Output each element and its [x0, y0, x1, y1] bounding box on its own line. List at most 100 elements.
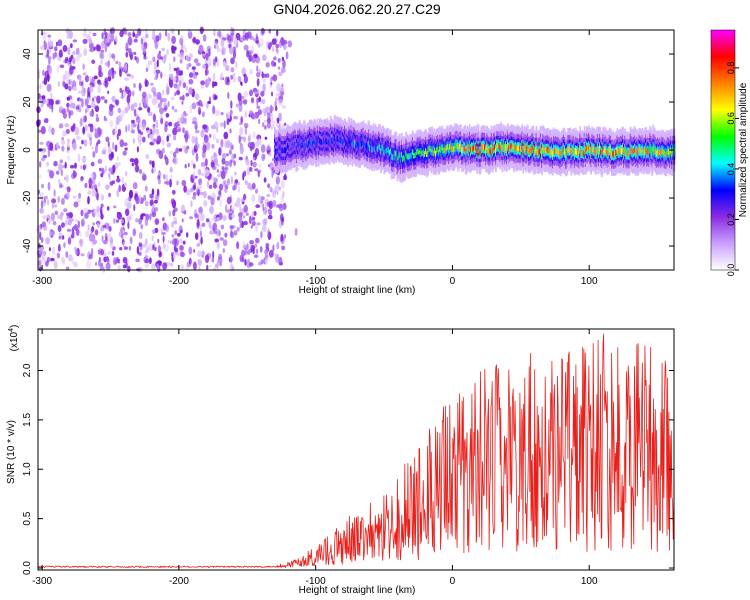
noise-speckle [80, 165, 83, 170]
noise-speckle [249, 240, 255, 245]
track-cell [450, 143, 452, 149]
noise-speckle [253, 38, 256, 42]
noise-speckle [83, 48, 88, 57]
track-cell [523, 144, 526, 151]
noise-speckle [181, 100, 184, 105]
noise-speckle [262, 73, 267, 78]
noise-speckle [216, 59, 220, 68]
noise-speckle [153, 138, 157, 142]
noise-speckle [198, 212, 202, 221]
noise-speckle [124, 198, 128, 207]
noise-speckle [224, 232, 228, 238]
noise-speckle [105, 262, 111, 271]
track-cell [396, 156, 399, 163]
noise-speckle [124, 147, 128, 151]
track-cell [303, 140, 306, 146]
noise-speckle [155, 128, 160, 136]
noise-speckle [269, 106, 274, 112]
noise-speckle [152, 126, 156, 135]
noise-speckle [64, 70, 68, 80]
noise-speckle [81, 87, 86, 97]
noise-speckle [271, 38, 277, 45]
spectrogram-y-tick-label: 40 [22, 48, 33, 60]
track-cell [569, 146, 572, 153]
noise-speckle [203, 200, 208, 207]
track-cell [413, 152, 415, 159]
track-cell [288, 144, 290, 151]
noise-speckle [177, 232, 181, 237]
track-cell [617, 148, 620, 155]
noise-speckle [142, 56, 148, 60]
noise-speckle [256, 105, 261, 110]
noise-speckle [253, 91, 257, 95]
noise-speckle [80, 100, 84, 108]
track-cell [368, 140, 370, 147]
noise-speckle [68, 212, 74, 219]
track-cell [325, 138, 328, 144]
noise-speckle [71, 66, 76, 70]
track-cell [596, 145, 599, 152]
noise-speckle [129, 74, 135, 79]
noise-speckle [48, 170, 54, 179]
noise-speckle [220, 224, 225, 230]
track-cell [315, 142, 318, 149]
noise-speckle [47, 219, 52, 223]
noise-speckle [266, 121, 271, 129]
noise-speckle [200, 181, 203, 189]
noise-speckle [106, 206, 110, 211]
noise-speckle [82, 126, 86, 135]
noise-speckle [212, 231, 218, 234]
noise-speckle [142, 172, 145, 176]
noise-speckle [60, 169, 64, 177]
noise-speckle [275, 176, 280, 185]
noise-speckle [242, 29, 246, 36]
noise-speckle [273, 56, 277, 61]
noise-speckle [138, 169, 143, 174]
noise-speckle [204, 254, 210, 263]
noise-speckle [84, 124, 88, 132]
track-cell [293, 141, 296, 147]
track-cell [421, 150, 424, 157]
noise-speckle [154, 76, 158, 81]
noise-speckle [260, 144, 266, 153]
noise-speckle [241, 67, 247, 76]
noise-speckle [96, 223, 100, 228]
noise-speckle [282, 202, 287, 210]
track-cell [379, 144, 381, 151]
track-cell [307, 140, 310, 147]
noise-speckle [171, 234, 174, 238]
noise-speckle [230, 206, 235, 211]
noise-speckle [130, 104, 135, 112]
noise-speckle [176, 120, 181, 129]
noise-speckle [110, 27, 115, 35]
noise-speckle [229, 46, 234, 55]
noise-speckle [266, 193, 271, 198]
noise-speckle [164, 53, 167, 61]
track-cell [346, 140, 348, 146]
noise-speckle [151, 207, 157, 216]
noise-speckle [56, 170, 60, 175]
noise-speckle [57, 145, 61, 149]
noise-speckle [267, 183, 270, 189]
spectrogram-x-label: Height of straight line (km) [299, 285, 416, 296]
noise-speckle [190, 200, 193, 208]
noise-speckle [47, 41, 50, 49]
noise-speckle [219, 122, 224, 127]
noise-speckle [257, 109, 262, 116]
noise-speckle [68, 79, 71, 86]
track-cell [481, 143, 484, 150]
noise-speckle [141, 122, 146, 131]
noise-speckle [213, 158, 219, 166]
noise-speckle [85, 230, 90, 238]
spectrogram-y-tick-label: 20 [22, 96, 33, 108]
noise-speckle [226, 139, 231, 149]
noise-speckle [49, 98, 54, 106]
noise-speckle [145, 154, 149, 160]
noise-speckle [264, 248, 269, 255]
noise-speckle [39, 160, 42, 168]
track-cell [321, 138, 323, 145]
noise-speckle [176, 128, 181, 132]
track-cell [600, 149, 602, 155]
noise-speckle [65, 129, 70, 134]
noise-speckle [214, 185, 218, 189]
